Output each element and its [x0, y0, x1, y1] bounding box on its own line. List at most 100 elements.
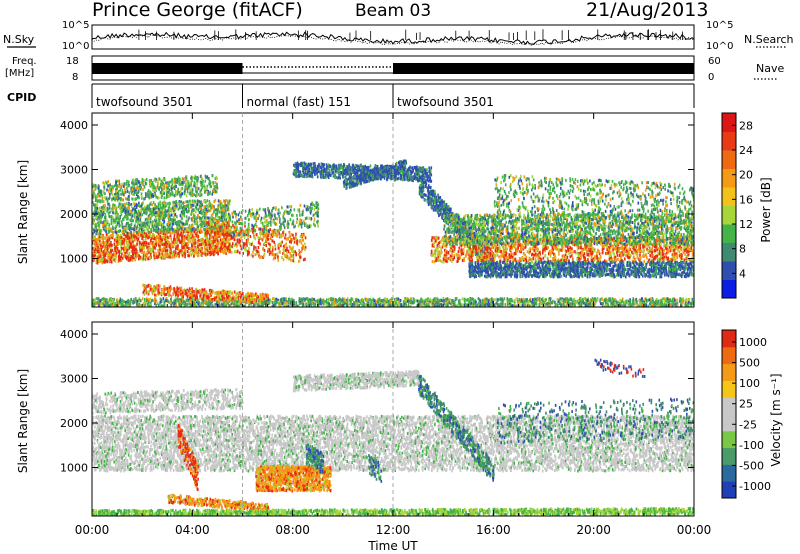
echo-cell	[248, 230, 250, 234]
echo-cell	[166, 249, 168, 252]
echo-cell	[281, 256, 283, 259]
echo-cell	[282, 233, 284, 237]
echo-cell	[104, 258, 106, 262]
echo-cell	[327, 176, 330, 180]
echo-cell	[173, 241, 176, 245]
echo-cell	[101, 199, 103, 203]
echo-cell	[257, 246, 260, 249]
echo-cell	[167, 190, 169, 194]
echo-cell	[173, 255, 176, 259]
echo-cell	[252, 225, 255, 229]
echo-cell	[131, 233, 133, 237]
echo-cell	[115, 243, 118, 247]
echo-cell	[196, 189, 198, 193]
echo-cell	[197, 239, 200, 242]
echo-cell	[194, 235, 196, 239]
echo-cell	[128, 240, 131, 244]
echo-cell	[285, 254, 287, 258]
echo-cell	[192, 199, 194, 203]
echo-cell	[141, 233, 144, 237]
echo-cell	[100, 189, 103, 193]
echo-cell	[415, 172, 417, 176]
echo-cell	[183, 214, 186, 218]
echo-cell	[124, 251, 127, 255]
echo-cell	[278, 228, 280, 232]
echo-cell	[362, 165, 365, 169]
echo-cell	[115, 181, 117, 185]
echo-cell	[128, 180, 130, 184]
echo-cell	[230, 231, 233, 235]
echo-cell	[155, 180, 157, 184]
echo-cell	[401, 169, 403, 173]
echo-cell	[163, 214, 165, 218]
echo-cell	[164, 211, 167, 215]
echo-cell	[120, 192, 122, 196]
echo-cell	[228, 199, 231, 203]
echo-cell	[113, 184, 116, 188]
echo-cell	[182, 230, 185, 234]
echo-cell	[187, 200, 189, 204]
echo-cell	[188, 236, 190, 240]
echo-cell	[159, 237, 162, 241]
echo-cell	[295, 164, 298, 168]
echo-cell	[117, 212, 119, 216]
echo-cell	[299, 213, 301, 217]
echo-cell	[191, 251, 194, 254]
echo-cell	[108, 240, 111, 244]
nsearch-label: N.Search	[744, 33, 794, 46]
echo-cell	[114, 247, 116, 250]
echo-cell	[259, 236, 262, 240]
echo-cell	[294, 250, 297, 254]
echo-cell	[236, 244, 238, 248]
echo-cell	[106, 188, 108, 192]
echo-cell	[121, 220, 123, 224]
echo-cell	[192, 239, 195, 243]
echo-cell	[183, 253, 185, 257]
echo-cell	[104, 196, 106, 200]
echo-cell	[293, 236, 295, 240]
echo-cell	[429, 169, 432, 173]
echo-cell	[157, 239, 160, 243]
echo-cell	[212, 250, 214, 254]
echo-cell	[219, 234, 222, 238]
echo-cell	[295, 221, 298, 224]
echo-cell	[238, 218, 240, 222]
echo-cell	[177, 244, 179, 248]
echo-cell	[274, 222, 277, 226]
echo-cell	[286, 211, 289, 215]
echo-cell	[97, 221, 99, 225]
echo-cell	[143, 229, 146, 232]
echo-cell	[148, 196, 151, 200]
echo-cell	[404, 170, 407, 174]
echo-cell	[428, 170, 430, 174]
echo-cell	[253, 216, 255, 220]
echo-cell	[214, 229, 216, 233]
echo-cell	[97, 256, 100, 260]
echo-cell	[290, 205, 293, 209]
echo-cell	[430, 166, 433, 170]
echo-cell	[274, 247, 277, 251]
echo-cell	[139, 241, 141, 245]
echo-cell	[304, 236, 307, 240]
echo-cell	[132, 255, 134, 259]
echo-cell	[161, 211, 163, 215]
echo-cell	[177, 207, 180, 211]
echo-cell	[141, 250, 143, 254]
echo-cell	[268, 230, 270, 233]
echo-cell	[156, 255, 158, 259]
echo-cell	[301, 210, 304, 214]
echo-cell	[110, 260, 113, 264]
echo-cell	[225, 237, 227, 241]
echo-cell	[263, 241, 266, 245]
echo-cell	[118, 202, 121, 206]
echo-cell	[268, 252, 271, 256]
echo-cell	[125, 213, 127, 217]
echo-cell	[286, 251, 288, 255]
echo-cell	[132, 240, 134, 244]
echo-cell	[194, 199, 196, 203]
echo-cell	[121, 240, 124, 243]
echo-cell	[217, 229, 220, 233]
echo-cell	[190, 236, 192, 240]
echo-cell	[200, 205, 203, 209]
echo-cell	[191, 219, 193, 223]
